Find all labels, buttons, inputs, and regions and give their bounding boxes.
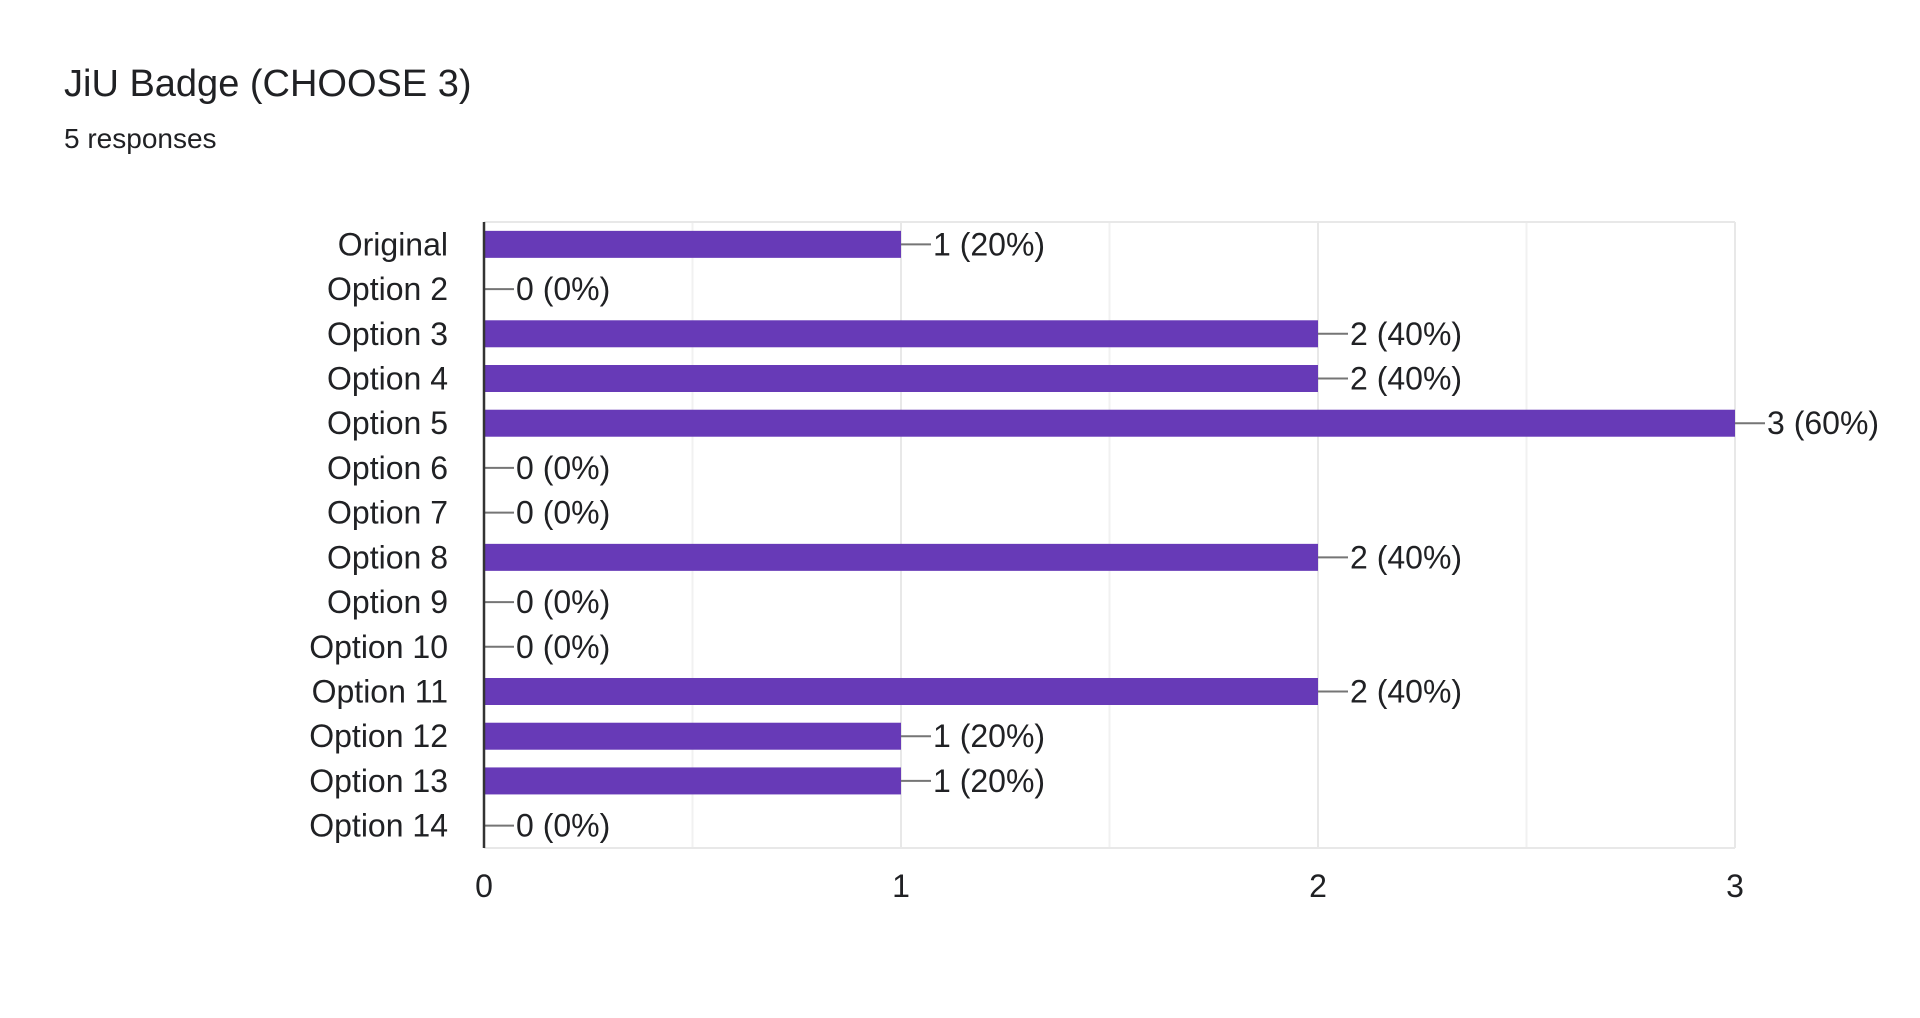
x-tick-label: 2 xyxy=(1309,868,1327,904)
category-label: Option 14 xyxy=(309,808,448,844)
data-label: 0 (0%) xyxy=(516,629,610,665)
data-label: 0 (0%) xyxy=(516,450,610,486)
data-label: 2 (40%) xyxy=(1350,361,1462,397)
data-label: 0 (0%) xyxy=(516,495,610,531)
data-label: 2 (40%) xyxy=(1350,539,1462,575)
bar[interactable] xyxy=(484,409,1735,437)
category-label: Option 11 xyxy=(312,674,448,710)
category-label: Option 12 xyxy=(309,718,448,754)
data-label: 2 (40%) xyxy=(1350,316,1462,352)
data-label: 1 (20%) xyxy=(933,226,1045,262)
category-label: Option 10 xyxy=(309,629,448,665)
category-label: Option 7 xyxy=(327,495,448,531)
bar[interactable] xyxy=(484,365,1318,392)
category-label: Option 6 xyxy=(327,450,448,486)
data-label: 1 (20%) xyxy=(933,763,1045,799)
category-label: Option 8 xyxy=(327,539,448,575)
category-label: Option 2 xyxy=(327,271,448,307)
bar[interactable] xyxy=(484,678,1318,705)
x-tick-label: 3 xyxy=(1726,868,1744,904)
data-label: 1 (20%) xyxy=(933,718,1045,754)
category-label: Option 3 xyxy=(327,316,448,352)
bar[interactable] xyxy=(484,767,901,795)
response-count: 5 responses xyxy=(64,122,217,154)
chart-header: JiU Badge (CHOOSE 3) 5 responses xyxy=(64,62,472,155)
category-label: Original xyxy=(338,226,448,262)
data-label: 0 (0%) xyxy=(516,271,610,307)
bar[interactable] xyxy=(484,320,1318,348)
chart-title: JiU Badge (CHOOSE 3) xyxy=(64,63,472,105)
data-label: 0 (0%) xyxy=(516,584,610,620)
bar[interactable] xyxy=(484,722,901,750)
data-label: 0 (0%) xyxy=(516,808,610,844)
category-label: Option 9 xyxy=(327,584,448,620)
bar[interactable] xyxy=(484,230,901,258)
x-tick-label: 1 xyxy=(892,868,910,904)
category-label: Option 13 xyxy=(309,763,448,799)
data-label: 2 (40%) xyxy=(1350,674,1462,710)
data-label: 3 (60%) xyxy=(1767,405,1879,441)
bar[interactable] xyxy=(484,543,1318,571)
category-label: Option 5 xyxy=(327,405,448,441)
category-label: Option 4 xyxy=(327,361,448,397)
x-tick-label: 0 xyxy=(475,868,493,904)
